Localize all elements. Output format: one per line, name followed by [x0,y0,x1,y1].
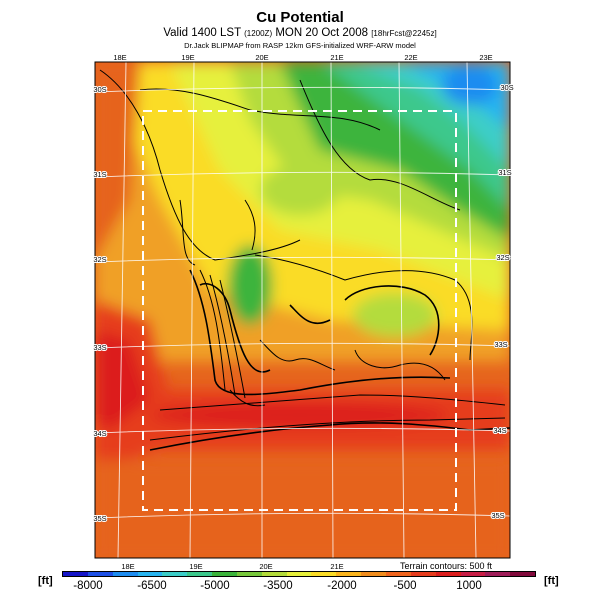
valid-date: MON 20 Oct 2008 [275,27,368,39]
colorbar-swatch [162,572,188,576]
colorbar-swatch [311,572,337,576]
lat-left-32s: 32S [93,255,106,264]
lon-top-20e: 20E [255,53,268,62]
colorbar-swatch [510,572,536,576]
colorbar-swatch [212,572,237,576]
lat-right-30s: 30S [500,83,513,92]
lat-right-33s: 33S [494,340,507,349]
colorbar [62,571,536,577]
lat-left-33s: 33S [93,343,106,352]
lat-left-31s: 31S [93,170,106,179]
lon-top-21e: 21E [330,53,343,62]
colorbar-tick-label: -500 [393,580,417,592]
colorbar-swatch [286,572,312,576]
lat-labels-right: 30S 31S 32S 33S 34S 35S [490,82,514,521]
colorbar-swatch [261,572,287,576]
colorbar-swatch [336,572,362,576]
lon-bottom-19e: 19E [189,562,202,571]
model-credit: Dr.Jack BLIPMAP from RASP 12km GFS-initi… [184,41,416,50]
lat-lon-grid [95,62,510,558]
terrain-contours [99,69,510,451]
lon-top-22e: 22E [404,53,417,62]
forecast-tag: [18hrFcst@2245z] [371,29,437,38]
lon-top-23e: 23E [479,53,492,62]
colorbar-swatch [236,572,262,576]
lon-bottom-18e: 18E [121,562,134,571]
colorbar-tick-label: -8000 [73,580,103,592]
lat-right-31s: 31S [498,168,511,177]
colorbar-swatch [410,572,436,576]
lon-bottom-21e: 21E [330,562,343,571]
lon-labels-bottom: 18E 19E 20E 21E [120,561,344,572]
colorbar-swatch [137,572,163,576]
colorbar-swatch [63,572,88,576]
colorbar-swatch [187,572,213,576]
colorbar-swatch [112,572,138,576]
map-title: Cu Potential [256,9,344,26]
lat-left-30s: 30S [93,85,106,94]
colorbar-tick-label: -2000 [327,580,357,592]
lon-top-18e: 18E [113,53,126,62]
lon-labels-top: 18E 19E 20E 21E 22E 23E [112,52,493,63]
lon-bottom-20e: 20E [259,562,272,571]
colorbar-unit-right: [ft] [544,575,559,587]
valid-utc: (1200Z) [244,29,273,38]
lon-top-19e: 19E [181,53,194,62]
colorbar-tick-label: -3500 [263,580,293,592]
colorbar-swatch [87,572,113,576]
valid-main: Valid 1400 LST [163,27,241,39]
lat-left-34s: 34S [93,429,106,438]
colorbar-tick-label: -5000 [200,580,230,592]
colorbar-unit-left: [ft] [38,575,53,587]
lat-right-32s: 32S [496,253,509,262]
lat-right-34s: 34S [493,426,506,435]
colorbar-swatch [385,572,411,576]
valid-time-line: Valid 1400 LST (1200Z) MON 20 Oct 2008 [… [0,27,600,39]
colorbar-tick-label: 1000 [456,580,482,592]
lat-left-35s: 35S [93,514,106,523]
colorbar-tick-label: -6500 [137,580,167,592]
terrain-contours-note: Terrain contours: 500 ft [400,561,493,571]
lat-labels-left: 30S 31S 32S 33S 34S 35S [92,84,107,524]
lat-right-35s: 35S [491,511,504,520]
colorbar-swatch [485,572,511,576]
map-frame [94,61,511,559]
colorbar-swatch [460,572,486,576]
colorbar-swatch [435,572,461,576]
cu-potential-field [95,62,510,558]
colorbar-swatch [361,572,386,576]
inner-domain-box [142,110,457,511]
